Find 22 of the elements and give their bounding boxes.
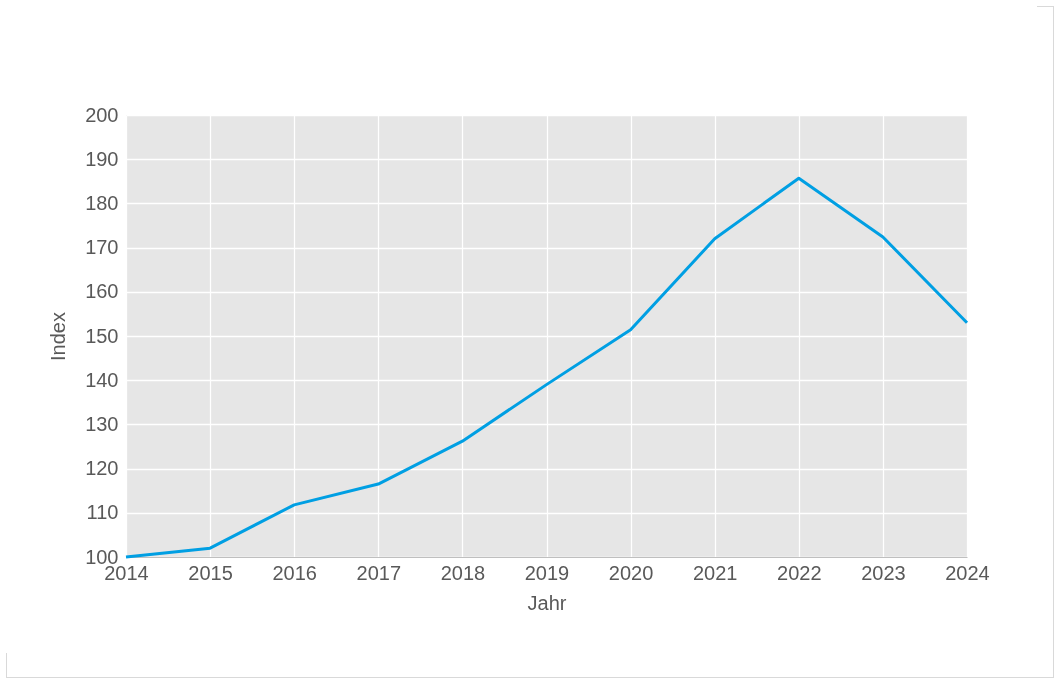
x-tick-label: 2018 (440, 561, 486, 584)
y-tick-label: 190 (85, 147, 119, 170)
x-axis-title: Jahr (527, 591, 567, 614)
y-tick-label: 180 (85, 191, 119, 214)
x-tick-label: 2020 (608, 561, 654, 584)
x-tick-label: 2017 (356, 561, 402, 584)
y-tick-label: 150 (85, 324, 119, 347)
x-tick-label: 2015 (188, 561, 233, 584)
y-tick-label: 200 (85, 103, 119, 126)
x-tick-label: 2024 (945, 561, 990, 584)
y-tick-label: 170 (85, 236, 119, 259)
x-tick-label: 2016 (272, 561, 317, 584)
x-tick-label: 2019 (524, 561, 570, 584)
y-tick-label: 130 (85, 412, 119, 435)
y-tick-label: 110 (86, 501, 119, 524)
x-tick-label: 2021 (692, 561, 738, 584)
y-tick-label: 160 (85, 280, 119, 303)
y-tick-label: 140 (85, 368, 119, 391)
x-tick-label: 2023 (861, 561, 906, 584)
y-axis-title: Index (47, 312, 70, 361)
x-tick-label: 2022 (777, 561, 822, 584)
y-tick-label: 120 (85, 457, 119, 480)
